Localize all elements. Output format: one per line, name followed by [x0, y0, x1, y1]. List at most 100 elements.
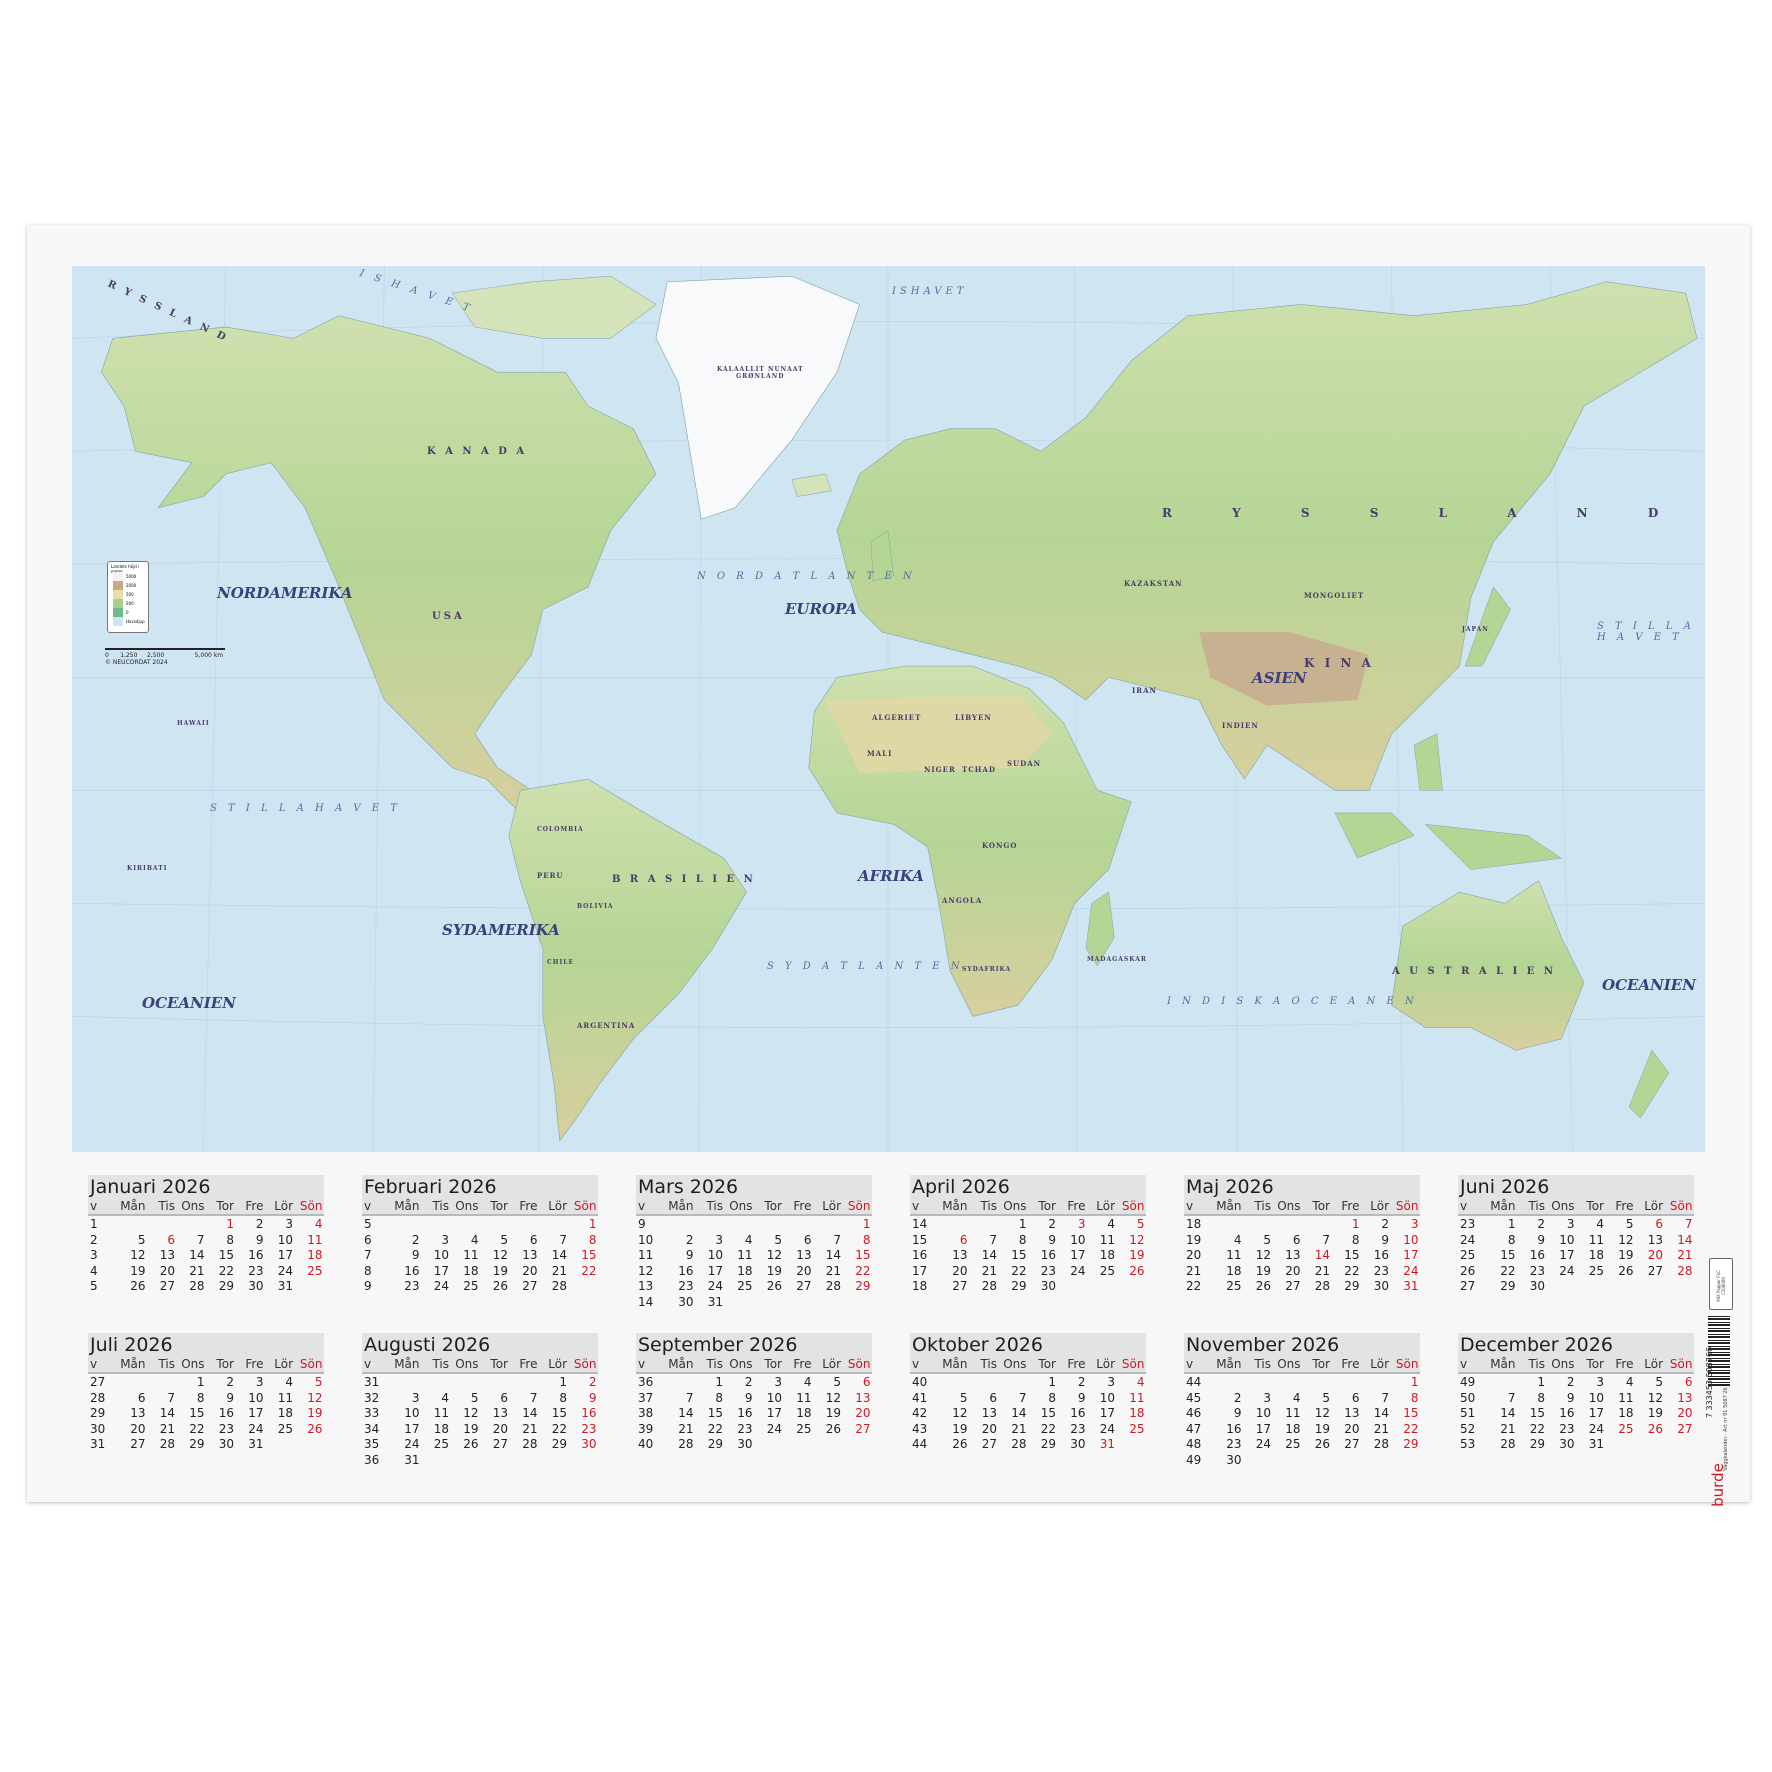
day-cell: 21	[981, 1263, 997, 1278]
weekday-label: v	[912, 1357, 920, 1371]
day-cell: 24	[766, 1421, 782, 1436]
day-cell: 23	[1070, 1421, 1086, 1436]
week-row: 40 28 29 30	[636, 1437, 872, 1453]
day-cell: 26	[463, 1437, 479, 1451]
day-cell: 31	[707, 1294, 723, 1309]
day-cell	[968, 1375, 998, 1391]
week-number: 33	[364, 1406, 380, 1420]
day-cell: 19	[463, 1421, 479, 1436]
day-cell: 9	[226, 1390, 234, 1405]
day-cell: 18	[277, 1406, 293, 1420]
label-afrika: AFRIKA	[858, 867, 924, 885]
weekday-label: Ons	[1277, 1357, 1301, 1371]
weekday-label: Sön	[1395, 1199, 1419, 1213]
day-cell: 5	[833, 1375, 841, 1389]
week-row: 11 9 10 11 12 13 14 15	[636, 1248, 872, 1264]
day-cell: 13	[492, 1406, 508, 1420]
day-cell	[694, 1217, 724, 1233]
week-number: 30	[90, 1421, 106, 1436]
day-cell: 6	[1292, 1232, 1301, 1247]
month-9: September 2026 v Mån Tis Ons Tor Fre Lör Sön 36 1 2…	[636, 1333, 872, 1453]
day-cell: 27	[1647, 1263, 1663, 1278]
weekday-label: Sön	[1121, 1199, 1145, 1213]
day-cell: 5	[1655, 1375, 1663, 1389]
legend-swatch	[113, 590, 123, 599]
day-cell: 6	[1351, 1390, 1360, 1405]
month-6: Juni 2026 v Mån Tis Ons Tor Fre Lör Sön 23 1 2 3 4 5 6 7…	[1458, 1175, 1694, 1295]
week-row: 4 19 20 21 22 23 24 25	[88, 1264, 324, 1280]
day-cell: 25	[433, 1437, 449, 1451]
day-cell: 29	[551, 1437, 567, 1451]
day-cell: 8	[588, 1232, 597, 1247]
day-cell: 17	[1070, 1248, 1086, 1262]
article-number: Väggkalender · Art nr 91 5087 26	[1722, 1387, 1729, 1471]
week-number: 52	[1460, 1421, 1476, 1436]
day-cell: 6	[959, 1232, 968, 1247]
weekday-label: v	[1186, 1357, 1194, 1371]
label-colombia: COLOMBIA	[537, 826, 584, 833]
arctic-islands	[451, 275, 657, 339]
day-cell: 5	[1625, 1217, 1634, 1231]
week-number: 7	[364, 1248, 372, 1262]
fsc-text: MIX Papper FSC C108080	[1716, 1270, 1726, 1302]
day-cell	[1486, 1375, 1516, 1391]
day-cell: 29	[1011, 1279, 1027, 1293]
weekday-label: Mån	[1216, 1357, 1242, 1371]
label-tchad: TCHAD	[962, 765, 996, 774]
week-row: 2 5 6 7 8 9 10 11	[88, 1233, 324, 1249]
day-cell	[293, 1279, 323, 1295]
day-cell: 22	[1040, 1421, 1056, 1436]
day-cell: 13	[1344, 1406, 1360, 1420]
day-cell	[538, 1453, 568, 1469]
weekday-label: Sön	[1669, 1199, 1693, 1213]
day-cell: 31	[1099, 1437, 1115, 1451]
weekday-label: Mån	[1490, 1357, 1516, 1371]
day-cell: 29	[189, 1437, 205, 1451]
weekday-label: Tis	[1528, 1357, 1545, 1371]
day-cell: 10	[1255, 1406, 1271, 1420]
day-cell: 18	[1588, 1248, 1604, 1262]
day-cell: 22	[1344, 1263, 1360, 1278]
day-cell	[508, 1453, 538, 1469]
label-niger: NIGER	[924, 765, 956, 774]
weekday-label: Fre	[793, 1199, 812, 1213]
day-cell: 2	[744, 1375, 753, 1389]
month-title: Maj 2026	[1184, 1175, 1420, 1199]
week-number: 49	[1460, 1375, 1476, 1389]
day-cell: 5	[1322, 1390, 1330, 1405]
week-number: 18	[1186, 1217, 1202, 1231]
weekday-label: Lör	[274, 1199, 293, 1213]
day-cell: 6	[500, 1390, 508, 1405]
day-cell: 4	[1136, 1375, 1145, 1389]
day-cell: 22	[218, 1263, 234, 1278]
day-cell: 5	[1263, 1232, 1271, 1247]
label-hawaii: HAWAII	[177, 720, 210, 727]
month-title: Juli 2026	[88, 1333, 324, 1357]
legend-swatch	[113, 617, 123, 626]
week-number: 31	[90, 1437, 106, 1451]
week-number: 51	[1460, 1406, 1476, 1420]
day-cell: 9	[1537, 1232, 1545, 1247]
day-cell	[1545, 1279, 1575, 1295]
week-row: 53 28 29 30 31	[1458, 1437, 1694, 1453]
day-cell	[938, 1217, 968, 1233]
weekday-label: Mån	[668, 1199, 694, 1213]
weekday-label: Tor	[490, 1357, 508, 1371]
day-cell	[938, 1375, 968, 1391]
day-cell: 2	[1048, 1217, 1056, 1231]
day-cell	[1242, 1453, 1272, 1469]
week-number: 45	[1186, 1390, 1202, 1405]
day-cell: 11	[796, 1390, 812, 1405]
weekday-label: Lör	[1644, 1199, 1663, 1213]
month-title: April 2026	[910, 1175, 1146, 1199]
label-iran: IRAN	[1132, 686, 1157, 695]
madagascar	[1085, 891, 1115, 967]
day-cell: 2	[226, 1375, 234, 1389]
weekday-label: Tis	[1254, 1199, 1271, 1213]
day-cell: 30	[1226, 1452, 1242, 1467]
scale-line	[105, 648, 225, 650]
label-australien: A U S T R A L I E N	[1392, 966, 1557, 977]
day-cell: 26	[1618, 1263, 1634, 1278]
week-row: 9 23 24 25 26 27 28	[362, 1279, 598, 1295]
